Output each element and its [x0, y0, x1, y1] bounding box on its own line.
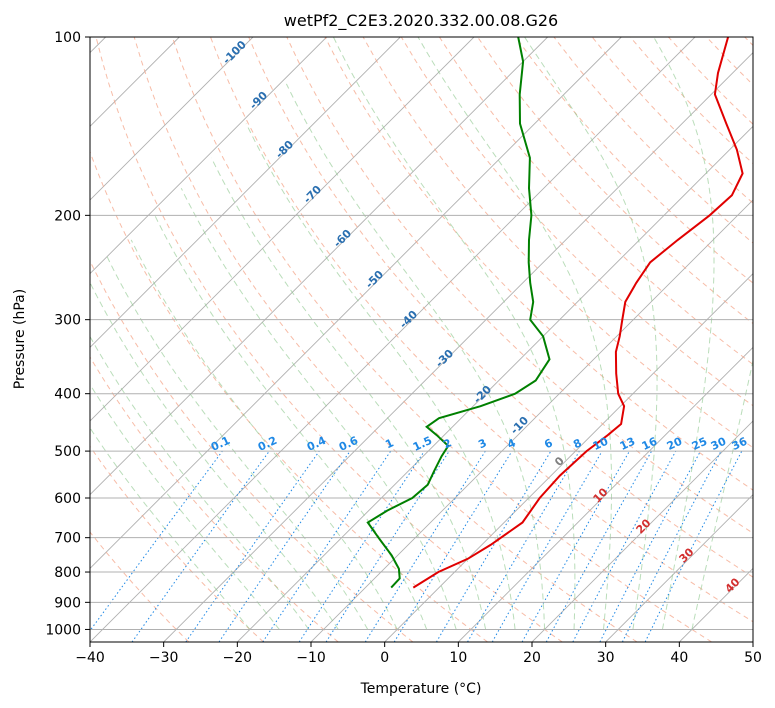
isotherm-line	[90, 37, 622, 569]
isotherm-line	[90, 37, 327, 275]
temperature-profile-line	[412, 37, 744, 589]
mixing-ratio-label: 20	[665, 435, 685, 453]
isotherm-line	[90, 37, 696, 642]
x-tick-label: −30	[149, 650, 179, 666]
mixing-ratio-label: 13	[618, 435, 637, 453]
mixing-ratio-line	[262, 450, 392, 642]
plot-frame	[89, 36, 754, 643]
mixing-ratio-line	[545, 450, 653, 642]
isotherm-line	[163, 52, 753, 642]
y-tick-label: 100	[54, 30, 81, 46]
isotherm-line	[237, 125, 753, 642]
mixing-ratio-line	[298, 450, 425, 642]
dry-adiabat-line	[515, 37, 753, 284]
moist-adiabat-line	[180, 187, 457, 630]
dry-adiabat-line	[400, 37, 753, 407]
x-axis: −40 −30 −20 −10 0 10 20 30 40 50	[75, 642, 762, 666]
moist-adiabat-line	[524, 37, 658, 630]
mixing-ratio-line	[218, 450, 351, 642]
y-tick-label: 300	[54, 313, 81, 329]
moist-adiabat-line	[332, 37, 576, 630]
x-tick-label: −40	[75, 650, 105, 666]
dry-adiabat-line	[286, 37, 753, 534]
dry-adiabat-line	[90, 356, 339, 642]
y-tick-label: 400	[54, 387, 81, 403]
moist-adiabat-line	[653, 37, 715, 630]
y-tick-label: 700	[54, 531, 81, 547]
x-tick-label: −20	[223, 650, 253, 666]
mixing-ratio-line	[572, 450, 677, 642]
y-tick-label: 200	[54, 208, 81, 224]
moist-adiabat-line	[90, 427, 251, 630]
mixing-ratio-line	[325, 450, 450, 642]
mixing-ratio-line	[131, 450, 270, 642]
x-tick-label: 40	[670, 650, 688, 666]
moist-adiabat-line	[417, 37, 612, 630]
dry-adiabat-line	[248, 37, 753, 578]
chart-title: wetPf2_C2E3.2020.332.00.08.G26	[284, 11, 558, 31]
dry-adiabat-line	[90, 259, 414, 642]
background-lines	[90, 37, 753, 642]
moist-adiabat-line	[691, 358, 753, 630]
moist-adiabat-line	[106, 256, 369, 630]
isotherm-line	[605, 494, 753, 642]
dry-adiabat-line	[90, 150, 488, 642]
x-tick-label: 30	[597, 650, 615, 666]
profile-lines	[366, 37, 744, 589]
y-tick-label: 600	[54, 491, 81, 507]
y-tick-label: 800	[54, 565, 81, 581]
isotherm-line	[90, 37, 475, 422]
mixing-ratio-line	[393, 450, 513, 642]
mixing-ratio-label: 16	[640, 435, 660, 453]
dewpoint-profile-line	[366, 37, 551, 589]
y-axis: 1000 900 800 700 600 500 400 300 200 100	[45, 30, 90, 638]
mixing-ratio-line	[521, 450, 630, 642]
dry-adiabat-line	[438, 37, 753, 366]
isotherm-line	[90, 37, 401, 348]
x-tick-label: 10	[449, 650, 467, 666]
x-axis-label: Temperature (°C)	[360, 681, 482, 697]
mixing-ratio-label: 10	[591, 435, 611, 453]
x-tick-label: 0	[380, 650, 389, 666]
mixing-ratio-line	[90, 450, 223, 632]
mixing-ratio-line	[644, 450, 743, 642]
dry-adiabat-line	[90, 531, 190, 642]
mixing-ratio-label: 25	[690, 435, 709, 453]
x-tick-label: 20	[523, 650, 541, 666]
mixing-ratio-line	[185, 450, 320, 642]
dry-adiabat-line	[90, 445, 264, 642]
moist-adiabat-line	[285, 83, 546, 630]
mixing-ratio-label: 30	[709, 435, 729, 453]
x-tick-label: −10	[296, 650, 326, 666]
mixing-ratio-label: 36	[730, 435, 750, 453]
x-tick-label: 50	[744, 650, 762, 666]
isotherm-line	[384, 273, 753, 642]
moist-adiabat-line	[90, 335, 310, 630]
y-tick-label: 500	[54, 444, 81, 460]
y-tick-label: 900	[54, 595, 81, 611]
moist-adiabat-line	[90, 281, 339, 630]
isotherm-line	[90, 37, 254, 201]
dry-adiabat-line	[171, 37, 712, 642]
dry-adiabat-line	[210, 37, 753, 623]
isotherm-line	[458, 346, 753, 642]
moist-adiabat-line	[90, 383, 280, 630]
moist-adiabat-line	[245, 123, 516, 630]
isotherm-line	[90, 37, 548, 496]
dry-adiabat-line	[95, 37, 563, 642]
y-tick-label: 1000	[45, 622, 81, 638]
isotherm-line	[531, 420, 753, 642]
y-axis-label: Pressure (hPa)	[12, 289, 28, 389]
